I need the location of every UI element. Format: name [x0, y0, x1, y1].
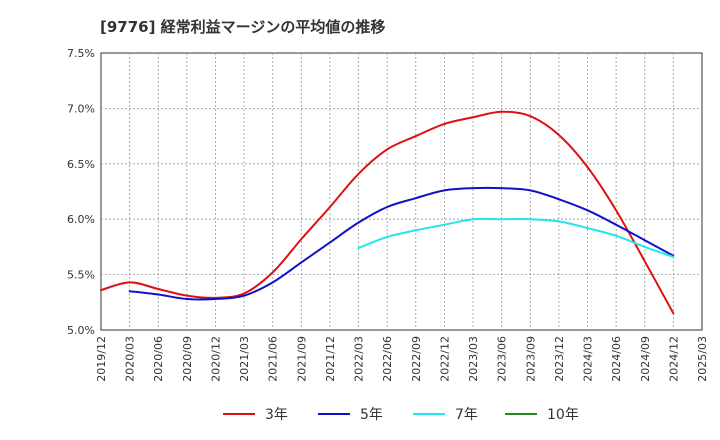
x-tick-label: 2021/12 — [324, 336, 337, 382]
y-tick-label: 7.5% — [67, 47, 95, 60]
series-line-1 — [100, 110, 675, 315]
chart-title: [9776] 経常利益マージンの平均値の推移 — [100, 18, 386, 36]
x-tick-label: 2022/09 — [410, 336, 423, 382]
x-tick-label: 2025/03 — [696, 336, 709, 382]
x-tick-label: 2022/06 — [381, 336, 394, 382]
x-tick-label: 2024/12 — [667, 336, 680, 382]
x-tick-label: 2020/06 — [152, 336, 165, 382]
legend-label: 10年 — [547, 407, 579, 423]
x-tick-label: 2020/09 — [181, 336, 194, 382]
x-tick-label: 2023/09 — [524, 336, 537, 382]
x-tick-label: 2023/12 — [553, 336, 566, 382]
x-tick-label: 2021/09 — [295, 336, 308, 382]
plot-area — [100, 52, 703, 331]
y-tick-label: 6.0% — [67, 213, 95, 226]
x-tick-label: 2023/03 — [467, 336, 480, 382]
x-tick-label: 2024/06 — [610, 336, 623, 382]
y-tick-label: 5.0% — [67, 324, 95, 337]
legend-label: 7年 — [455, 407, 478, 423]
y-tick-label: 7.0% — [67, 102, 95, 115]
series-line-2 — [128, 186, 675, 301]
legend-label: 3年 — [265, 407, 288, 423]
x-tick-label: 2020/03 — [124, 336, 137, 382]
x-tick-label: 2021/03 — [238, 336, 251, 382]
y-tick-label: 6.5% — [67, 158, 95, 171]
x-tick-label: 2019/12 — [95, 336, 108, 382]
x-tick-label: 2022/03 — [353, 336, 366, 382]
y-tick-label: 5.5% — [67, 269, 95, 282]
x-tick-label: 2021/06 — [267, 336, 280, 382]
x-tick-label: 2024/09 — [639, 336, 652, 382]
x-tick-label: 2024/03 — [582, 336, 595, 382]
x-tick-label: 2022/12 — [438, 336, 451, 382]
legend-label: 5年 — [360, 407, 383, 423]
x-tick-label: 2020/12 — [209, 336, 222, 382]
series-line-3 — [357, 217, 675, 258]
x-tick-label: 2023/06 — [496, 336, 509, 382]
